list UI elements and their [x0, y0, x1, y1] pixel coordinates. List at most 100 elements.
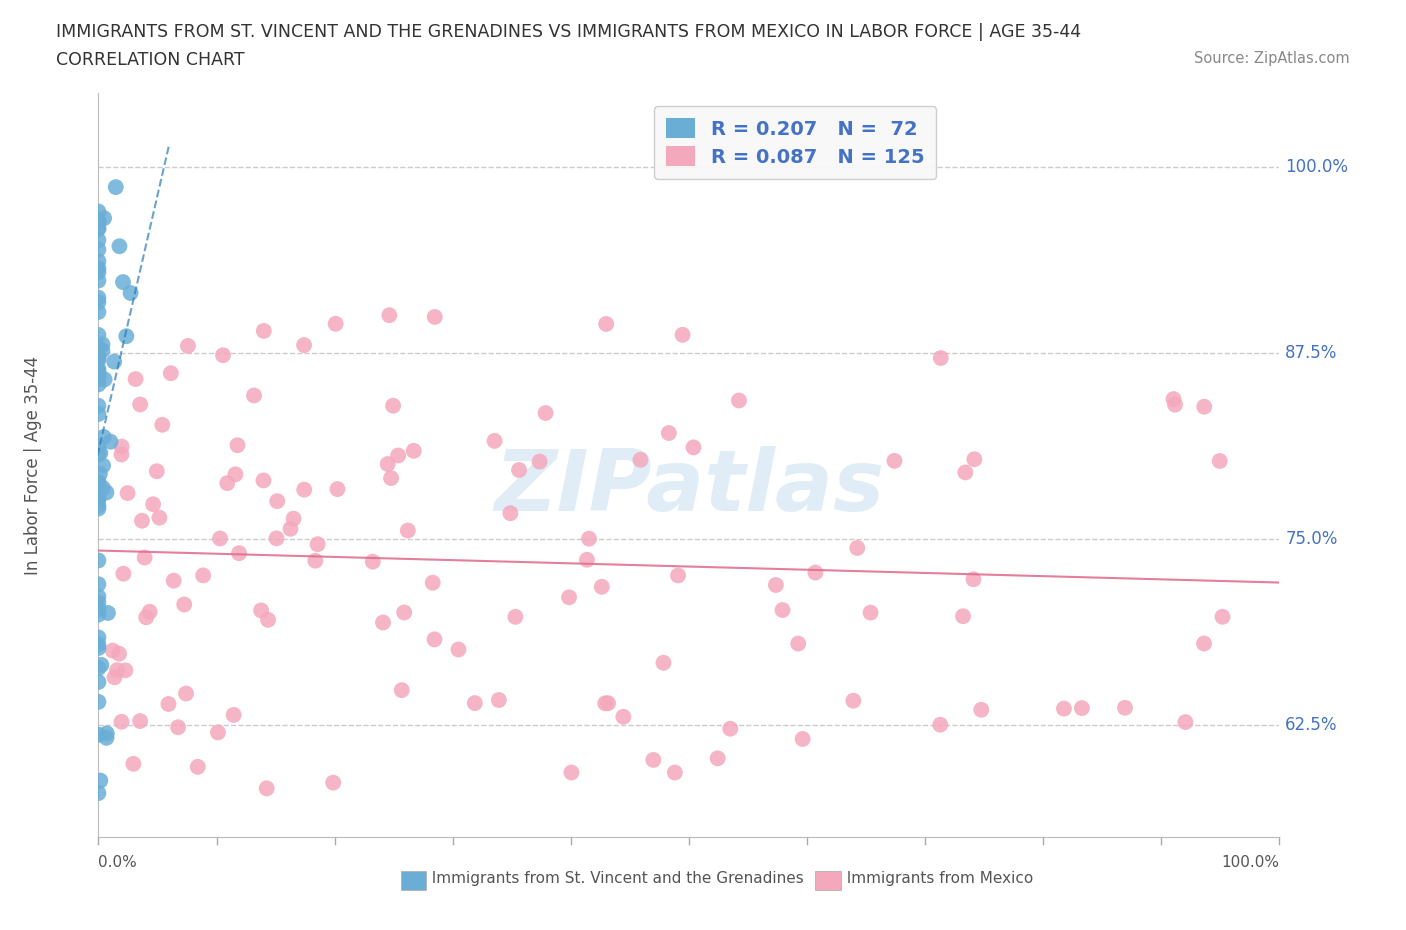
Point: [163, 573, 186, 588]
Point: [124, 372, 146, 387]
Point: [91, 481, 114, 496]
Point: [396, 523, 419, 538]
Point: [110, 714, 132, 729]
Point: [87, 368, 110, 383]
Point: [87, 220, 110, 235]
Point: [87, 242, 110, 257]
Point: [108, 646, 131, 661]
Point: [89, 773, 111, 788]
Point: [256, 781, 278, 796]
Point: [87, 348, 110, 363]
Point: [1070, 700, 1092, 715]
Text: In Labor Force | Age 35-44: In Labor Force | Age 35-44: [24, 355, 42, 575]
Point: [266, 531, 288, 546]
Point: [89, 466, 111, 481]
Point: [380, 471, 402, 485]
Point: [87, 204, 110, 219]
Point: [87, 474, 110, 489]
Point: [423, 632, 446, 647]
Text: 100.0%: 100.0%: [1285, 158, 1348, 177]
Point: [108, 239, 131, 254]
Point: [87, 577, 110, 591]
Point: [1209, 454, 1232, 469]
Point: [534, 405, 557, 420]
Text: 75.0%: 75.0%: [1285, 530, 1337, 549]
Point: [652, 656, 675, 671]
Point: [114, 663, 136, 678]
Point: [578, 531, 600, 546]
Text: Source: ZipAtlas.com: Source: ZipAtlas.com: [1194, 51, 1350, 66]
Point: [595, 316, 617, 331]
Point: [87, 364, 110, 379]
Point: [952, 609, 974, 624]
Point: [115, 329, 138, 344]
Point: [208, 531, 231, 546]
Point: [111, 274, 134, 289]
Point: [664, 765, 686, 780]
Point: [484, 433, 506, 448]
Point: [804, 565, 827, 580]
Point: [87, 221, 110, 236]
Point: [392, 605, 415, 620]
Point: [222, 708, 245, 723]
Point: [167, 720, 190, 735]
Text: Immigrants from St. Vincent and the Grenadines: Immigrants from St. Vincent and the Gren…: [422, 871, 804, 886]
Point: [87, 254, 110, 269]
Point: [177, 339, 200, 353]
Point: [326, 482, 349, 497]
Point: [283, 512, 305, 526]
Point: [292, 338, 315, 352]
Point: [146, 464, 169, 479]
Point: [706, 751, 728, 765]
Point: [658, 426, 681, 441]
Point: [91, 337, 114, 352]
Point: [101, 644, 124, 658]
Point: [122, 756, 145, 771]
Point: [87, 406, 110, 421]
Point: [508, 462, 530, 477]
Point: [596, 696, 619, 711]
Point: [87, 365, 110, 380]
Point: [883, 454, 905, 469]
Point: [138, 604, 160, 619]
Text: 87.5%: 87.5%: [1285, 344, 1337, 363]
Point: [643, 752, 665, 767]
Point: [765, 578, 787, 592]
Point: [593, 696, 616, 711]
Point: [682, 440, 704, 455]
Text: IMMIGRANTS FROM ST. VINCENT AND THE GRENADINES VS IMMIGRANTS FROM MEXICO IN LABO: IMMIGRANTS FROM ST. VINCENT AND THE GREN…: [56, 23, 1081, 41]
Point: [104, 179, 127, 194]
Point: [792, 732, 814, 747]
Point: [131, 513, 153, 528]
Point: [87, 553, 110, 568]
Point: [87, 491, 110, 506]
Point: [87, 295, 110, 310]
Point: [361, 554, 384, 569]
Point: [307, 537, 329, 551]
Point: [96, 726, 118, 741]
Point: [87, 602, 110, 617]
Point: [87, 476, 110, 491]
Point: [87, 398, 110, 413]
Text: ZIPatlas: ZIPatlas: [494, 445, 884, 529]
Point: [87, 660, 110, 675]
Point: [499, 506, 522, 521]
Point: [464, 696, 486, 711]
Point: [377, 457, 399, 472]
Point: [157, 697, 180, 711]
Point: [142, 497, 165, 512]
Point: [87, 637, 110, 652]
Point: [387, 448, 409, 463]
Point: [929, 717, 952, 732]
Point: [87, 501, 110, 516]
Point: [1212, 609, 1234, 624]
Legend: R = 0.207   N =  72, R = 0.087   N = 125: R = 0.207 N = 72, R = 0.087 N = 125: [654, 106, 936, 179]
Point: [87, 607, 110, 622]
Text: Immigrants from Mexico: Immigrants from Mexico: [837, 871, 1033, 886]
Point: [87, 265, 110, 280]
Point: [252, 473, 274, 488]
Point: [87, 377, 110, 392]
Text: 0.0%: 0.0%: [98, 855, 138, 870]
Point: [129, 397, 152, 412]
Point: [1192, 636, 1215, 651]
